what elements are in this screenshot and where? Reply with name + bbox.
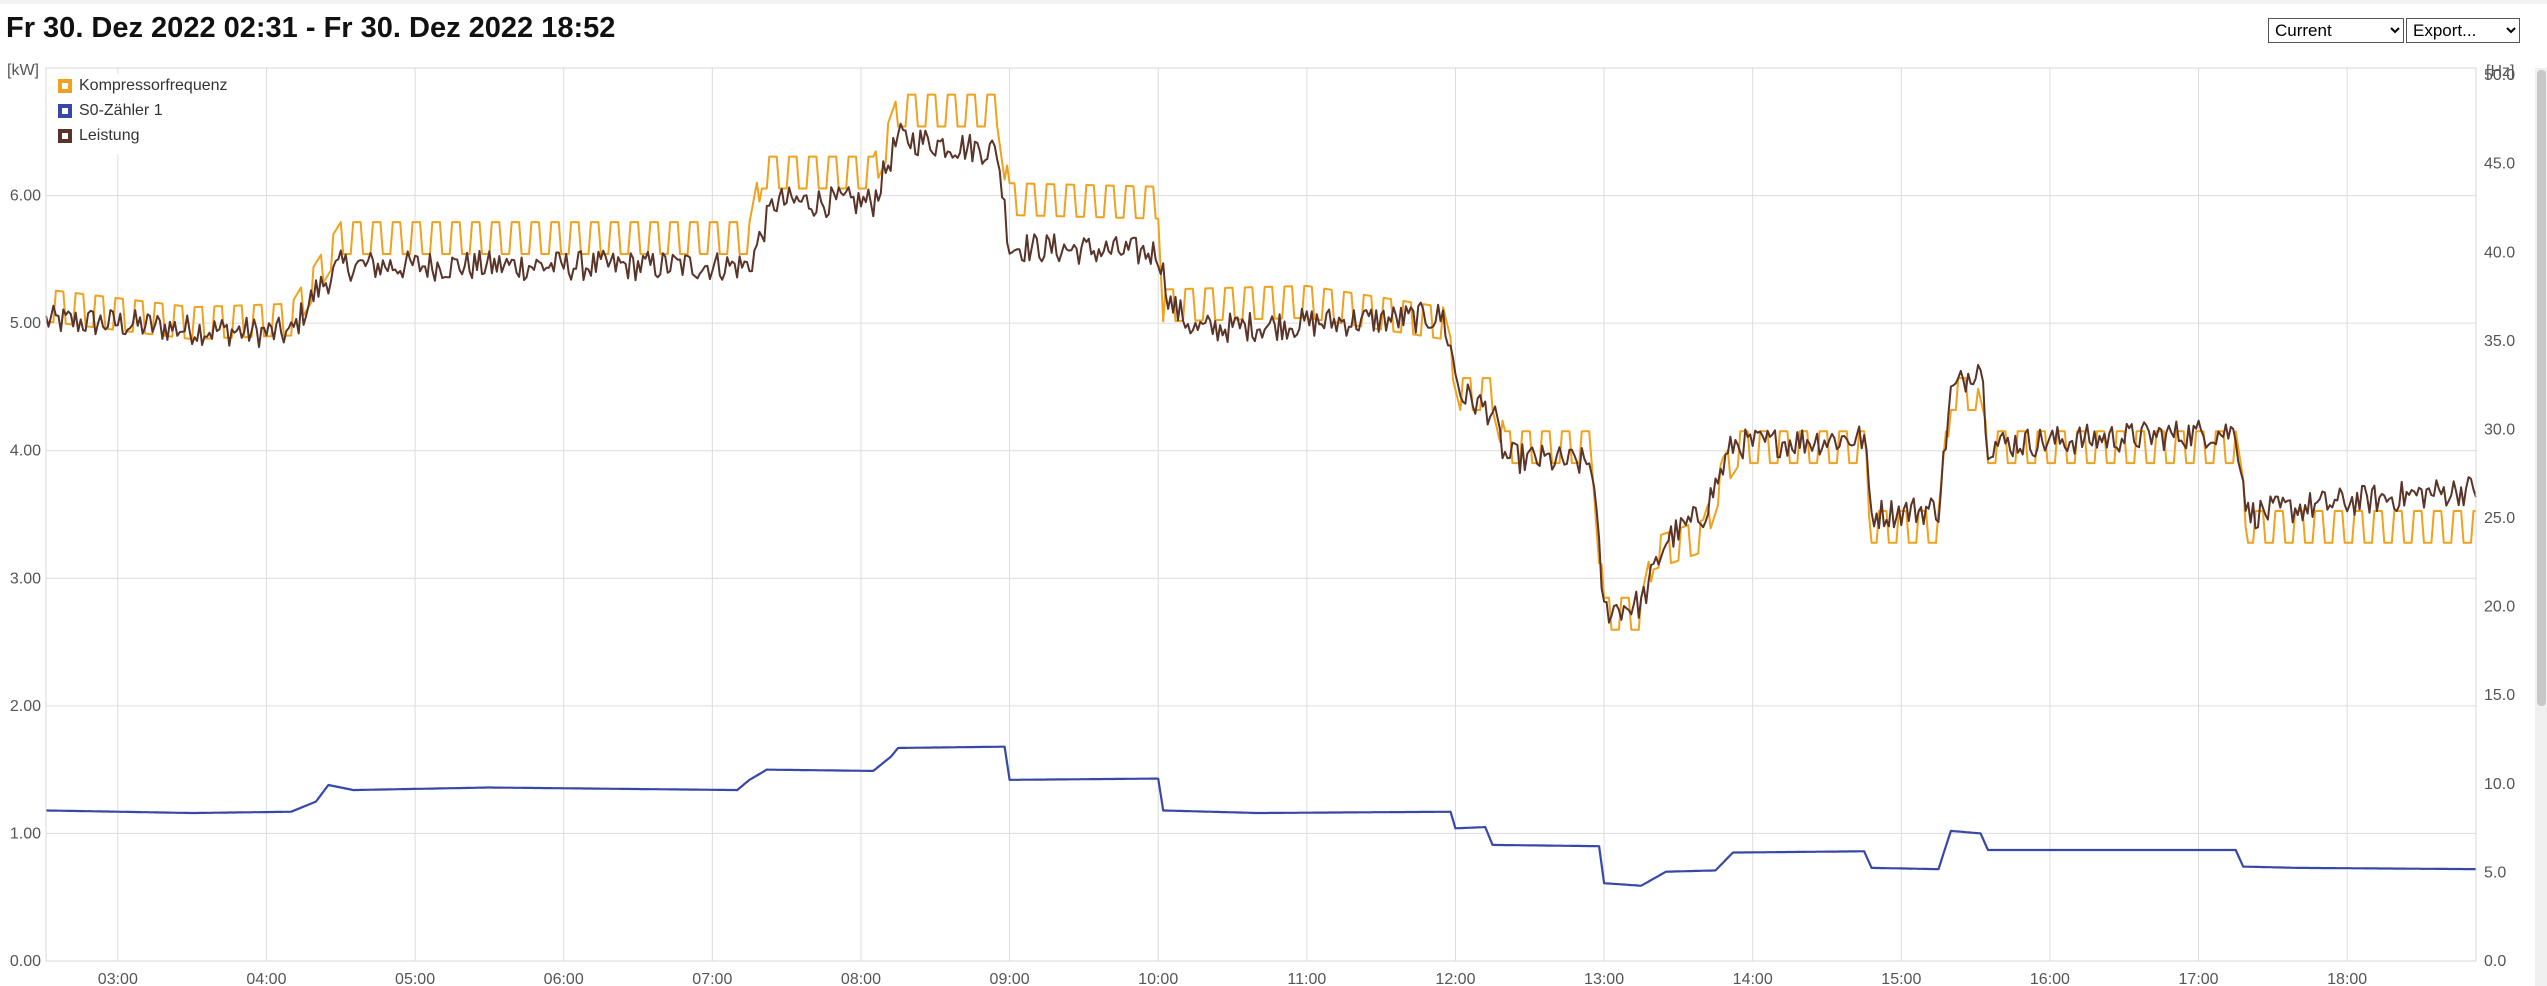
legend-label: Kompressorfrequenz <box>79 77 228 94</box>
x-tick-label: 10:00 <box>1138 971 1178 986</box>
y-left-tick-label: 6.00 <box>10 188 41 205</box>
legend-label: Leistung <box>79 127 140 144</box>
y-left-tick-label: 5.00 <box>10 315 41 332</box>
legend-swatch-icon <box>58 104 72 118</box>
y-left-tick-label: 1.00 <box>10 825 41 842</box>
plot-frame <box>45 67 2477 962</box>
x-tick-label: 12:00 <box>1435 971 1475 986</box>
y-right-tick-label: 20.0 <box>2484 599 2515 616</box>
axes: 0.00 1.00 2.00 3.00 4.00 5.00 6.00 0.0 5.0 10.0 15… <box>7 62 2515 986</box>
y-right-tick-label: 5.0 <box>2484 864 2506 881</box>
legend: Kompressorfrequenz S0-Zähler 1 Leistung <box>54 74 264 154</box>
x-tick-label: 09:00 <box>990 971 1030 986</box>
x-tick-label: 16:00 <box>2030 971 2070 986</box>
x-tick-label: 14:00 <box>1733 971 1773 986</box>
y-right-tick-label: 50.0 <box>2484 67 2515 84</box>
y-right-tick-label: 25.0 <box>2484 510 2515 527</box>
y-right-tick-label: 10.0 <box>2484 776 2515 793</box>
x-tick-label: 18:00 <box>2327 971 2367 986</box>
x-tick-label: 05:00 <box>395 971 435 986</box>
series-line-kompressorfrequenz <box>45 93 2476 631</box>
legend-label: S0-Zähler 1 <box>79 102 163 119</box>
y-right-tick-label: 35.0 <box>2484 333 2515 350</box>
page-title: Fr 30. Dez 2022 02:31 - Fr 30. Dez 2022 … <box>6 12 616 44</box>
y-right-tick-label: 30.0 <box>2484 421 2515 438</box>
legend-item-s0-zaehler-1[interactable]: S0-Zähler 1 <box>58 101 163 121</box>
y-left-tick-label: 2.00 <box>10 698 41 715</box>
y-left-tick-label: 4.00 <box>10 443 41 460</box>
series-layer <box>45 93 2477 887</box>
chart: 0.00 1.00 2.00 3.00 4.00 5.00 6.00 0.0 5.0 10.0 15… <box>7 62 2515 986</box>
y-right-tick-label: 40.0 <box>2484 244 2515 261</box>
grid <box>46 68 2476 962</box>
legend-swatch-icon <box>58 129 72 143</box>
x-tick-label: 17:00 <box>2179 971 2219 986</box>
top-border <box>0 0 2547 4</box>
export-select[interactable]: Export... <box>2406 18 2520 43</box>
x-tick-label: 03:00 <box>98 971 138 986</box>
x-tick-label: 07:00 <box>692 971 732 986</box>
legend-swatch-icon <box>58 79 72 93</box>
series-line-s0-zaehler-1 <box>46 745 2476 887</box>
y-right-tick-label: 45.0 <box>2484 156 2515 173</box>
x-tick-label: 06:00 <box>544 971 584 986</box>
y-right-tick-label: 15.0 <box>2484 687 2515 704</box>
y-left-tick-label: 0.00 <box>10 953 41 970</box>
y-left-tick-label: 3.00 <box>10 570 41 587</box>
y-right-unit-label: [Hz] <box>2486 63 2514 80</box>
x-tick-label: 08:00 <box>841 971 881 986</box>
view-select[interactable]: Current <box>2268 18 2404 43</box>
series-line-leistung <box>45 122 2477 624</box>
x-tick-label: 04:00 <box>246 971 286 986</box>
legend-item-kompressorfrequenz[interactable]: Kompressorfrequenz <box>58 76 228 96</box>
x-tick-label: 13:00 <box>1584 971 1624 986</box>
scrollbar-thumb[interactable] <box>2537 70 2546 706</box>
x-tick-label: 15:00 <box>1881 971 1921 986</box>
y-right-tick-label: 0.0 <box>2484 953 2506 970</box>
legend-item-leistung[interactable]: Leistung <box>58 126 140 146</box>
y-left-unit-label: [kW] <box>7 62 39 79</box>
x-tick-label: 11:00 <box>1287 971 1326 986</box>
